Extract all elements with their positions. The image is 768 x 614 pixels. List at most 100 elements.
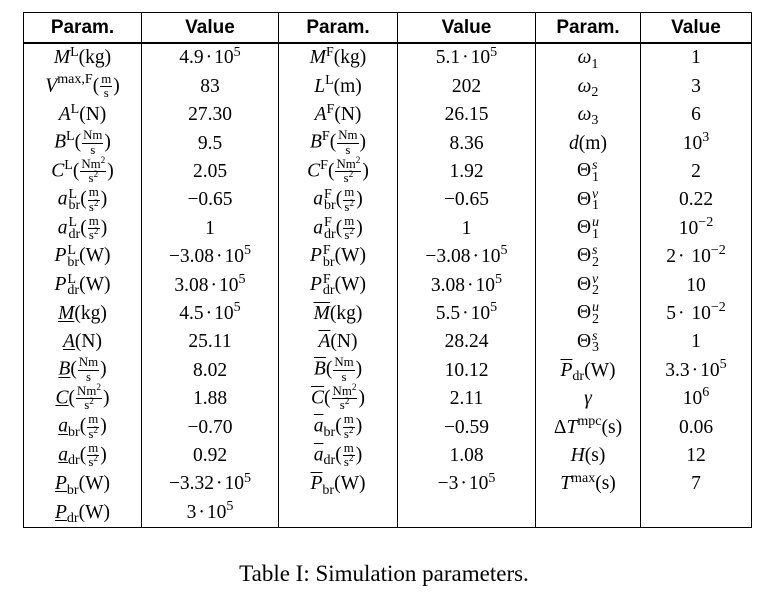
header-value-2: Value	[397, 12, 536, 44]
param-cell: ω3	[535, 100, 641, 130]
value-cell: −0.70	[141, 413, 279, 442]
value-cell: 1	[141, 214, 279, 243]
param-cell: ΔTmpc(s)	[535, 413, 641, 442]
value-cell: 8.02	[141, 356, 279, 385]
value-cell: 5.1 · 105	[397, 43, 536, 73]
value-cell: −3.32 · 105	[141, 469, 279, 499]
header-param-2: Param.	[278, 12, 398, 44]
value-cell: −3 · 105	[397, 469, 536, 499]
value-cell: 3 · 105	[141, 498, 279, 528]
param-cell: Pbr(W)	[278, 469, 398, 499]
value-cell: 1	[640, 327, 752, 357]
param-cell: γ	[535, 384, 641, 414]
table-row: AL(N) 27.30 AF(N) 26.15 ω3 6	[23, 100, 752, 130]
value-cell: 2 · 10−2	[640, 242, 752, 272]
value-cell: 10.12	[397, 356, 536, 385]
header-param-1: Param.	[23, 12, 142, 44]
param-cell: A(N)	[23, 327, 142, 357]
param-cell: B(Nm s)	[23, 356, 142, 385]
param-cell: d(m)	[535, 129, 641, 158]
table-row: B(Nm s) 8.02 B(Nm s) 10.12 Pdr(W) 3.3 · 105	[23, 356, 752, 385]
param-cell: M(kg)	[278, 299, 398, 328]
param-cell: ML(kg)	[23, 43, 142, 73]
value-cell: 12	[640, 441, 752, 470]
value-cell: 9.5	[141, 129, 279, 158]
param-cell: abr(m s2)	[278, 413, 398, 442]
value-cell: 2.11	[397, 384, 536, 414]
value-cell: 5 · 10−2	[640, 299, 752, 328]
value-cell: 8.36	[397, 129, 536, 158]
table-row: BL(Nm s) 9.5 BF(Nm s) 8.36 d(m) 103	[23, 129, 752, 158]
param-cell: BL(Nm s)	[23, 129, 142, 158]
param-cell: Tmax(s)	[535, 469, 641, 499]
value-cell: 28.24	[397, 327, 536, 357]
param-cell: Pdr(W)	[23, 498, 142, 528]
value-cell: 25.11	[141, 327, 279, 357]
param-cell: Pbr(W)	[23, 469, 142, 499]
value-cell: 1.88	[141, 384, 279, 414]
param-cell: abr(m s2)	[23, 413, 142, 442]
param-cell: Vmax,F(m s)	[23, 72, 142, 101]
value-cell: 1	[397, 214, 536, 243]
value-cell	[640, 498, 752, 528]
value-cell: 2.05	[141, 157, 279, 186]
value-cell: 0.22	[640, 185, 752, 215]
value-cell: −0.59	[397, 413, 536, 442]
param-cell: adr(m s2)	[23, 441, 142, 470]
header-value-3: Value	[640, 12, 752, 44]
parameter-table-container: Param. Value Param. Value Param. Value M…	[23, 12, 752, 528]
value-cell: 3	[640, 72, 752, 101]
param-cell: LL(m)	[278, 72, 398, 101]
param-cell: adr(m s2)	[278, 441, 398, 470]
param-cell: B(Nm s)	[278, 356, 398, 385]
value-cell: −0.65	[397, 185, 536, 215]
value-cell: 4.9 · 105	[141, 43, 279, 73]
param-cell: CL(Nm2 s2)	[23, 156, 142, 186]
param-cell: MF(kg)	[278, 43, 398, 73]
param-cell: M(kg)	[23, 299, 142, 328]
param-cell: C(Nm2 s2)	[23, 383, 142, 414]
value-cell: 0.06	[640, 413, 752, 442]
param-cell: AL(N)	[23, 100, 142, 130]
value-cell: 10	[640, 271, 752, 300]
table-row: abr(m s2) −0.70 abr(m s2) −0.59 ΔTmpc(s) 0.06	[23, 413, 752, 442]
table-header-row: Param. Value Param. Value Param. Value	[23, 12, 752, 44]
value-cell: 3.08 · 105	[141, 271, 279, 300]
value-cell: 27.30	[141, 100, 279, 130]
value-cell: 6	[640, 100, 752, 130]
value-cell: 3.3 · 105	[640, 356, 752, 385]
value-cell: 10−2	[640, 214, 752, 243]
table-caption: Table I: Simulation parameters.	[239, 561, 529, 586]
value-cell: 106	[640, 384, 752, 414]
value-cell: 1	[640, 43, 752, 73]
param-cell: ω2	[535, 72, 641, 101]
param-cell	[278, 498, 398, 528]
header-param-3: Param.	[535, 12, 641, 44]
value-cell: 0.92	[141, 441, 279, 470]
param-cell: H(s)	[535, 441, 641, 470]
param-cell: A(N)	[278, 327, 398, 357]
value-cell: −3.08 · 105	[397, 242, 536, 272]
table-row: C(Nm2 s2) 1.88 C(Nm2 s2) 2.11 γ 106	[23, 383, 752, 414]
value-cell: 7	[640, 469, 752, 499]
table-body: ML(kg) 4.9 · 105 MF(kg) 5.1 · 105 ω1 1 Vmax,F(m s) 8…	[23, 43, 752, 528]
param-cell: BF(Nm s)	[278, 129, 398, 158]
table-row: Pdr(W) 3 · 105	[23, 498, 752, 528]
table-row: adr(m s2) 0.92 adr(m s2) 1.08 H(s) 12	[23, 441, 752, 470]
